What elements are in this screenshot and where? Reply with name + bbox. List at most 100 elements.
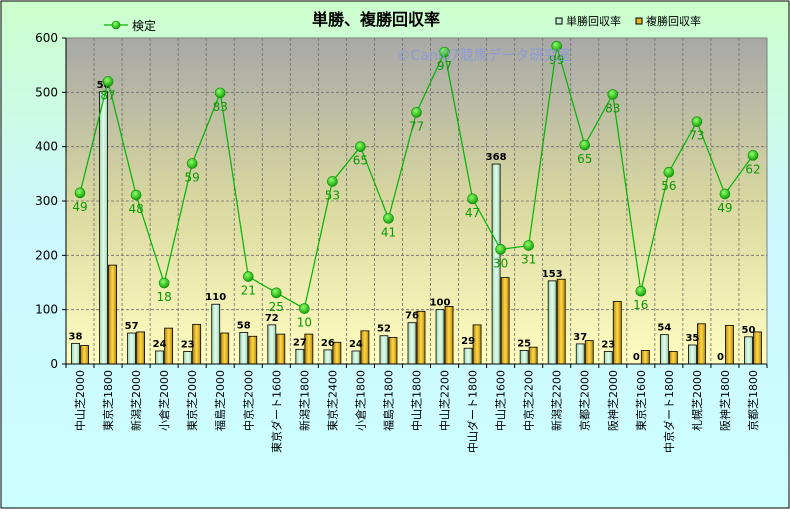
bar-value-label: 25 [517, 338, 531, 349]
bar-tansho [659, 334, 669, 365]
bar-tansho [323, 349, 333, 365]
bar-fukusho [725, 325, 734, 365]
line-point-label: 56 [661, 179, 676, 193]
x-tick-label: 福島芝2000 [213, 370, 227, 431]
bar-value-label: 76 [405, 311, 419, 322]
line-point [663, 166, 675, 178]
bar-tansho [155, 350, 165, 365]
x-tick-label: 福島芝1800 [381, 370, 395, 431]
line-point-label: 73 [689, 129, 704, 143]
bar-tansho [351, 350, 361, 365]
line-point-label: 49 [72, 200, 87, 214]
line-point-label: 25 [269, 300, 284, 314]
y-tick-label: 200 [35, 248, 58, 262]
bar-value-label: 52 [377, 324, 391, 335]
line-point [102, 76, 114, 87]
bar-tansho [99, 91, 108, 365]
line-point-label: 49 [717, 201, 732, 215]
bar-value-label: 100 [430, 298, 451, 309]
line-point [130, 189, 142, 201]
line-point [214, 87, 226, 99]
x-tick-label: 阪神芝1800 [718, 370, 732, 431]
line-point-label: 30 [493, 256, 508, 270]
bar-tansho [127, 332, 136, 365]
bar-value-label: 72 [265, 313, 279, 324]
x-axis: 中山芝2000 東京芝1800 新潟芝2000 小倉芝2000 東京芝2000 福島芝20… [65, 363, 768, 453]
bar-fukusho [136, 331, 146, 365]
line-point [579, 139, 591, 151]
bar-fukusho [108, 264, 117, 365]
y-tick-label: 300 [35, 194, 58, 208]
x-tick-label: 小倉芝2000 [157, 370, 171, 431]
bar-tansho [267, 324, 277, 365]
y-tick-label: 0 [50, 357, 58, 371]
line-point [186, 158, 198, 169]
bar-value-label: 368 [486, 152, 507, 163]
bar-fukusho [668, 351, 678, 365]
bar-value-label: 110 [205, 292, 226, 303]
line-point-label: 65 [577, 152, 592, 166]
bar-value-label: 24 [349, 339, 363, 350]
y-tick-label: 600 [35, 31, 58, 45]
x-tick-label: 東京芝1800 [101, 370, 115, 431]
x-tick-label: 中山芝1600 [495, 370, 508, 431]
line-point [355, 141, 366, 152]
bar-fukusho [584, 340, 594, 365]
bar-fukusho [500, 277, 510, 365]
x-tick-label: 中山ダート1800 [466, 370, 480, 453]
bar-value-label: 153 [542, 269, 563, 280]
line-series: 49 87 48 18 59 83 21 25 10 53 65 41 77 97 47 30 31 99 65 83… [72, 40, 761, 330]
line-point [607, 89, 619, 100]
line-point [299, 303, 310, 314]
x-tick-label: 中京ダート1800 [662, 370, 676, 453]
bar-value-label: 23 [601, 340, 615, 351]
bar-fukusho [276, 333, 286, 365]
x-tick-label: 東京芝2000 [185, 370, 199, 431]
bar-value-label: 54 [657, 323, 671, 334]
line-point-label: 83 [213, 100, 228, 114]
x-tick-label: 新潟芝2000 [129, 370, 143, 431]
legend-item-line: 検定 [104, 18, 156, 33]
x-tick-label: 中山芝1800 [411, 370, 424, 431]
line-point [691, 116, 703, 127]
bar-value-label: 23 [181, 340, 195, 351]
line-point [495, 244, 506, 255]
x-tick-label: 京都芝1800 [746, 370, 760, 431]
bar-value-label: 26 [321, 338, 335, 349]
y-tick-label: 500 [35, 85, 58, 99]
bar-fukusho [753, 331, 762, 365]
bar-value-label: 0 [717, 352, 724, 363]
legend: 検定 単勝回収率 複勝回収率 [104, 14, 701, 33]
x-tick-label: 新潟芝1800 [297, 370, 311, 431]
bar-value-label: 38 [69, 331, 83, 342]
bar-fukusho [528, 346, 538, 365]
line-point-label: 59 [185, 171, 200, 185]
x-tick-label: 中山芝2000 [74, 370, 87, 431]
line-point-label: 18 [156, 290, 171, 304]
x-tick-label: 阪神芝2000 [606, 370, 620, 431]
bar-fukusho [80, 345, 89, 365]
line-point-label: 83 [605, 102, 620, 116]
line-point [270, 287, 282, 299]
line-point [635, 285, 647, 297]
bar-tansho [239, 332, 249, 365]
bar-tansho [407, 322, 417, 365]
line-point [551, 40, 563, 52]
bar-tansho [463, 347, 473, 365]
line-point-label: 21 [241, 284, 256, 298]
line-point [158, 277, 170, 289]
x-tick-label: 京都芝2000 [578, 370, 592, 431]
bar-value-label: 27 [293, 337, 307, 348]
bar-value-label: 0 [633, 352, 640, 363]
line-point [439, 46, 450, 58]
legend-item-bar-b: 複勝回収率 [635, 14, 701, 28]
line-point-label: 62 [745, 162, 760, 176]
line-point-label: 41 [381, 225, 396, 239]
line-point [719, 188, 731, 200]
line-point [327, 176, 338, 187]
bar-value-label: 24 [153, 339, 167, 350]
bar-tansho [71, 342, 80, 365]
x-tick-label: 新潟芝2200 [550, 370, 564, 431]
